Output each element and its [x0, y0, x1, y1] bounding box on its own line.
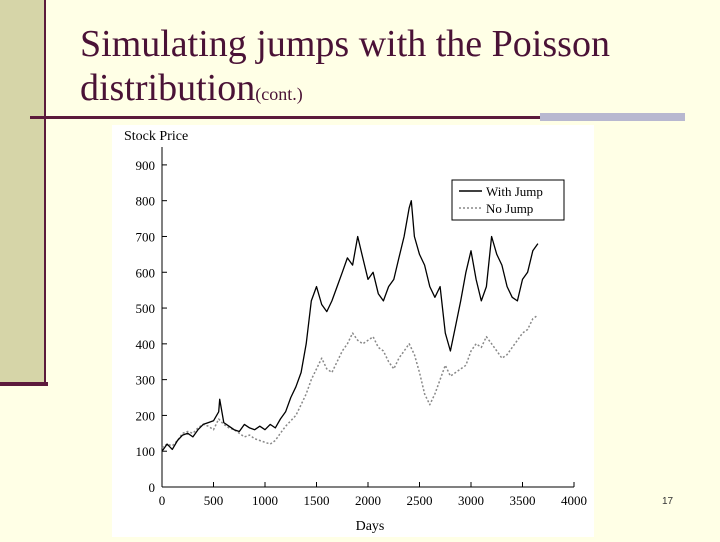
y-tick-label: 400: [136, 337, 156, 352]
y-tick-label: 500: [136, 301, 156, 316]
x-tick-label: 500: [204, 493, 224, 508]
slide-title: Simulating jumps with the Poisson distri…: [80, 22, 700, 116]
legend-label-with-jump: With Jump: [486, 184, 543, 199]
x-tick-label: 3500: [510, 493, 536, 508]
slide-title-line1: Simulating jumps with the Poisson: [80, 23, 610, 65]
x-tick-label: 0: [159, 493, 166, 508]
slide-title-suffix: (cont.): [255, 84, 303, 104]
y-ticks: 0 100 200 300 400 500 600 700 800 900: [136, 158, 167, 495]
title-underline-rule: [30, 116, 542, 119]
series-line-no-jump: [161, 314, 539, 449]
x-ticks: 0 500 1000 1500 2000 2500 3000 3500 4000: [159, 482, 587, 508]
y-tick-label: 600: [136, 265, 156, 280]
y-tick-label: 300: [136, 373, 156, 388]
y-tick-label: 700: [136, 229, 156, 244]
x-tick-label: 3000: [458, 493, 484, 508]
chart-panel: Stock Price Days 0 100 200 300 400 500 600 700 8…: [112, 125, 594, 537]
x-tick-label: 2000: [355, 493, 381, 508]
left-accent-bar: [0, 0, 46, 384]
left-accent-bar-foot: [0, 382, 48, 386]
x-axis-label: Days: [356, 519, 385, 534]
stock-price-chart: Stock Price Days 0 100 200 300 400 500 600 700 8…: [124, 129, 587, 534]
y-axis-label: Stock Price: [124, 129, 188, 144]
legend: With Jump No Jump: [451, 179, 565, 221]
x-tick-label: 4000: [561, 493, 587, 508]
x-tick-label: 1000: [252, 493, 278, 508]
x-tick-label: 2500: [407, 493, 433, 508]
y-tick-label: 200: [136, 408, 156, 423]
x-tick-label: 1500: [304, 493, 330, 508]
page-number: 17: [662, 496, 674, 507]
series-lines: [161, 200, 539, 452]
y-tick-label: 100: [136, 444, 156, 459]
y-tick-label: 800: [136, 194, 156, 209]
y-tick-label: 900: [136, 158, 156, 173]
title-underline-accent: [540, 113, 685, 121]
legend-label-no-jump: No Jump: [486, 201, 533, 216]
series-line-with-jump: [161, 200, 539, 452]
y-tick-label: 0: [149, 480, 156, 495]
slide-title-line2: distribution: [80, 67, 256, 109]
legend-box: [451, 179, 565, 221]
